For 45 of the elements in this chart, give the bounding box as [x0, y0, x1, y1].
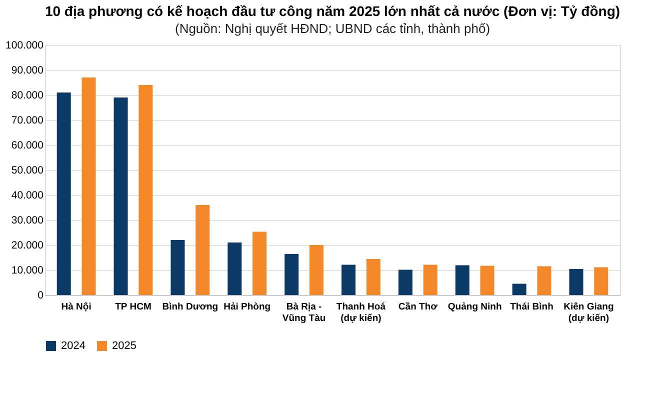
bar	[423, 264, 438, 295]
x-tick-label: Bà Rịa - Vũng Tàu	[282, 302, 326, 324]
y-tick-label: 0	[38, 290, 44, 302]
bar	[398, 270, 412, 295]
x-tick-label: Quảng Ninh	[448, 302, 502, 312]
x-tick-label: Bình Dương	[162, 302, 218, 312]
legend-label: 2025	[112, 340, 136, 352]
x-tick-label: Thanh Hoá (dự kiến)	[336, 302, 386, 324]
bar	[82, 78, 96, 295]
bar	[455, 265, 470, 295]
y-tick-label: 80.000	[11, 90, 44, 102]
bar	[342, 264, 356, 295]
x-tick-label: Cần Thơ	[398, 302, 438, 312]
y-tick-label: 40.000	[11, 190, 44, 202]
x-tick-label: Thái Bình	[510, 302, 554, 312]
bar	[138, 85, 153, 295]
bar	[170, 240, 185, 295]
x-tick-label: Hà Nội	[61, 302, 92, 312]
bar	[56, 92, 71, 295]
y-tick-label: 30.000	[11, 214, 44, 226]
bar	[569, 269, 584, 295]
chart-subtitle: (Nguồn: Nghị quyết HĐND; UBND các tỉnh, thành phố)	[174, 21, 490, 36]
bar	[512, 284, 526, 295]
bar	[366, 259, 380, 295]
y-tick-label: 100.000	[6, 40, 44, 52]
y-tick-label: 70.000	[11, 114, 44, 126]
bar	[309, 245, 324, 295]
x-tick-label: Hải Phòng	[224, 302, 271, 312]
bar	[252, 232, 267, 295]
bar	[537, 266, 552, 295]
bar	[284, 254, 299, 295]
bar	[594, 267, 608, 295]
bar	[228, 242, 242, 295]
y-tick-label: 50.000	[11, 164, 44, 176]
bar	[196, 205, 210, 295]
y-tick-label: 10.000	[11, 264, 44, 276]
bar	[114, 98, 128, 295]
x-tick-label: TP HCM	[115, 302, 152, 312]
y-tick-label: 60.000	[11, 140, 44, 152]
legend-label: 2024	[61, 340, 86, 352]
x-tick-label: Kiên Giang (dự kiến)	[564, 302, 614, 324]
y-tick-label: 90.000	[11, 64, 44, 76]
y-tick-label: 20.000	[11, 240, 44, 252]
chart-title: 10 địa phương có kế hoạch đầu tư công năm 2025 lớn nhất cả nước (Đơn vị: Tỷ đồng)	[44, 3, 620, 19]
bar	[480, 266, 494, 295]
